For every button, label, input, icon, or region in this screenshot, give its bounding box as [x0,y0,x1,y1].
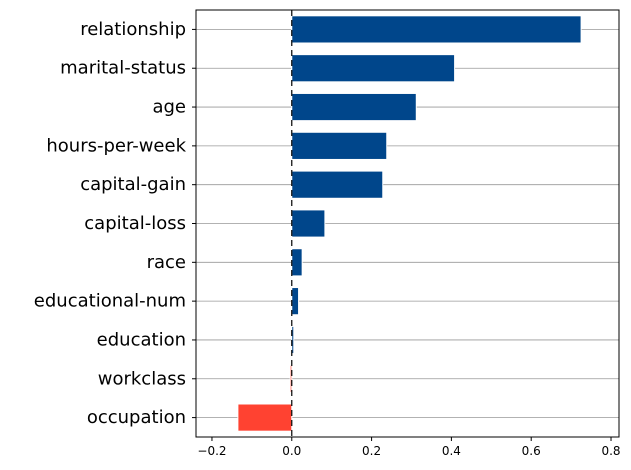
y-tick-label-hours-per-week: hours-per-week [46,135,186,156]
bar-hours-per-week [291,131,388,160]
x-axis: −0.2 0.0 0.2 0.4 0.6 0.8 [197,437,621,458]
y-tick-label-race: race [147,252,186,273]
bar-marital-status [291,54,456,83]
bar-educational-num [291,287,300,316]
bar-race [291,248,303,277]
bar-age [291,92,417,122]
bar-capital-loss [291,209,326,238]
x-tick-label: 0.2 [362,444,381,458]
x-tick-label: 0.4 [442,444,461,458]
x-tick-label: 0.8 [601,444,620,458]
bars [237,15,582,432]
x-tick-label: 0.0 [282,444,301,458]
y-tick-label-marital-status: marital-status [60,58,186,79]
y-axis: relationship marital-status age hours-per-w… [34,19,196,428]
grid-lines [196,29,619,418]
y-tick-label-relationship: relationship [80,19,186,40]
bar-occupation [237,403,293,432]
y-tick-label-educational-num: educational-num [34,291,186,312]
bar-workclass [289,364,293,393]
bar-capital-gain [291,170,384,199]
y-tick-label-education: education [97,329,186,350]
y-tick-label-capital-loss: capital-loss [84,213,186,234]
bar-education [291,325,295,355]
y-tick-label-age: age [152,97,186,118]
y-tick-label-capital-gain: capital-gain [80,174,186,195]
y-tick-label-occupation: occupation [87,407,186,428]
bar-relationship [291,15,582,44]
y-tick-label-workclass: workclass [98,368,186,389]
x-tick-label: 0.6 [522,444,541,458]
x-tick-label: −0.2 [197,444,226,458]
